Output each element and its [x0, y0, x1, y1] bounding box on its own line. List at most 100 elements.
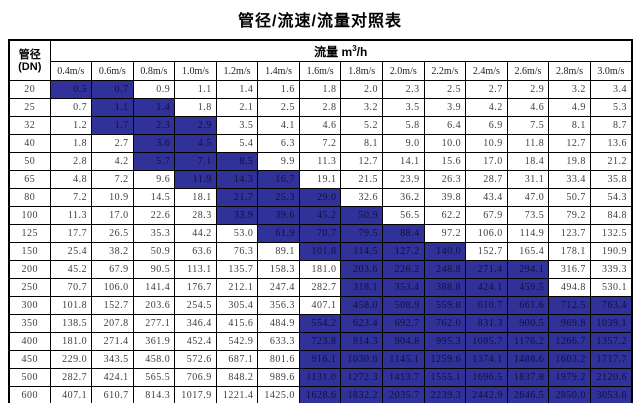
flow-value-cell: 484.9 — [257, 314, 300, 333]
flow-value-cell: 494.8 — [548, 278, 591, 297]
flow-value-cell: 916.1 — [298, 350, 342, 369]
flow-value-cell: 38.2 — [91, 242, 134, 261]
flow-value-cell: 4.8 — [49, 170, 93, 189]
flow-value-cell: 15.6 — [423, 152, 467, 171]
flow-value-cell: 8.1 — [548, 116, 591, 135]
flow-value-cell: 45.2 — [298, 206, 342, 225]
velocity-header: 1.4m/s — [257, 61, 300, 81]
flow-value-cell: 17.0 — [91, 206, 134, 225]
flow-value-cell: 2.3 — [132, 116, 176, 135]
flow-value-cell: 271.4 — [91, 332, 134, 351]
flow-value-cell: 554.2 — [298, 314, 342, 333]
flow-value-cell: 25.3 — [257, 188, 300, 207]
flow-value-cell: 1176.2 — [506, 332, 550, 351]
velocity-header: 1.8m/s — [340, 61, 383, 81]
flow-value-cell: 61.9 — [257, 224, 300, 243]
flow-value-cell: 12.7 — [340, 152, 383, 171]
flow-value-cell: 178.1 — [548, 242, 591, 261]
flow-value-cell: 1266.7 — [548, 332, 591, 351]
flow-value-cell: 45.2 — [49, 260, 93, 279]
flow-value-cell: 508.9 — [382, 296, 425, 315]
flow-value-cell: 67.9 — [465, 206, 508, 225]
flow-value-cell: 2442.9 — [465, 386, 508, 403]
velocity-header-row: 0.4m/s 0.6m/s 0.8m/s 1.0m/s 1.2m/s 1.4m/s 1.6m… — [9, 61, 633, 81]
table-body: 20 0.5 0.7 0.9 1.1 1.4 1.6 1.8 2.0 2.3 2.5 2.7 2.9 3.… — [8, 80, 633, 403]
flow-value-cell: 181.0 — [298, 260, 342, 279]
flow-value-cell: 7.2 — [298, 134, 342, 153]
flow-value-cell: 2239.3 — [423, 386, 467, 403]
flow-value-cell: 706.9 — [174, 368, 217, 387]
flow-value-cell: 21.5 — [340, 170, 383, 189]
flow-value-cell: 114.9 — [506, 224, 550, 243]
flow-value-cell: 14.1 — [382, 152, 425, 171]
flow-value-cell: 203.6 — [340, 260, 383, 279]
flow-value-cell: 2850.0 — [548, 386, 591, 403]
flow-value-cell: 79.2 — [548, 206, 591, 225]
flow-value-cell: 5.8 — [382, 116, 425, 135]
flow-value-cell: 271.4 — [465, 260, 508, 279]
dn-cell: 150 — [8, 242, 51, 261]
table-row: 100 11.3 17.0 22.6 28.3 33.9 39.6 45.2 50.9 56.5 6… — [8, 206, 633, 225]
flow-value-cell: 21.2 — [589, 152, 633, 171]
flow-value-cell: 9.6 — [132, 170, 176, 189]
flow-value-cell: 424.1 — [465, 278, 508, 297]
pipe-flow-table: 管径 (DN) 流量 m3/h 0.4m/s 0.6m/s 0.8m/s 1.0m/s… — [8, 39, 633, 403]
flow-value-cell: 1.8 — [49, 134, 93, 153]
velocity-header: 0.8m/s — [132, 61, 176, 81]
flow-value-cell: 1221.4 — [215, 386, 259, 403]
flow-value-cell: 212.1 — [215, 278, 259, 297]
flow-value-cell: 1628.6 — [298, 386, 342, 403]
flow-value-cell: 7.5 — [506, 116, 550, 135]
flow-value-cell: 7.1 — [174, 152, 217, 171]
flow-value-cell: 3.5 — [382, 98, 425, 117]
flow-value-cell: 458.0 — [132, 350, 176, 369]
flow-value-cell: 7.2 — [49, 188, 93, 207]
flow-value-cell: 282.7 — [298, 278, 342, 297]
flow-value-cell: 226.2 — [382, 260, 425, 279]
flow-value-cell: 141.4 — [132, 278, 176, 297]
flow-value-cell: 0.5 — [49, 80, 93, 99]
flow-value-cell: 106.0 — [91, 278, 134, 297]
flow-value-cell: 1.7 — [91, 116, 134, 135]
table-row: 32 1.2 1.7 2.3 2.9 3.5 4.1 4.6 5.2 5.8 6.4 6.9 7.5 8.… — [8, 116, 633, 135]
flow-value-cell: 6.3 — [257, 134, 300, 153]
flow-value-cell: 207.8 — [91, 314, 134, 333]
flow-value-cell: 101.8 — [49, 296, 93, 315]
page-title: 管径/流速/流量对照表 — [238, 13, 402, 30]
flow-value-cell: 26.5 — [91, 224, 134, 243]
flow-value-cell: 11.9 — [174, 170, 217, 189]
flow-value-cell: 316.7 — [548, 260, 591, 279]
flow-value-cell: 39.6 — [257, 206, 300, 225]
flow-value-cell: 1837.8 — [506, 368, 550, 387]
flow-value-cell: 623.4 — [340, 314, 383, 333]
flow-value-cell: 5.7 — [132, 152, 176, 171]
flow-value-cell: 2646.5 — [506, 386, 550, 403]
flow-value-cell: 14.5 — [132, 188, 176, 207]
table-row: 500 282.7 424.1 565.5 706.9 848.2 989.6 1131.0 1… — [8, 368, 633, 387]
flow-value-cell: 4.6 — [298, 116, 342, 135]
flow-value-cell: 127.2 — [382, 242, 425, 261]
flow-value-cell: 1832.2 — [340, 386, 383, 403]
flow-value-cell: 54.3 — [589, 188, 633, 207]
flow-value-cell: 661.6 — [506, 296, 550, 315]
table-row: 250 70.7 106.0 141.4 176.7 212.1 247.4 282.7 318… — [8, 278, 633, 297]
flow-value-cell: 113.1 — [174, 260, 217, 279]
flow-value-cell: 2035.7 — [382, 386, 425, 403]
flow-value-cell: 1.1 — [174, 80, 217, 99]
flow-value-cell: 2.5 — [423, 80, 467, 99]
flow-value-cell: 101.8 — [298, 242, 342, 261]
flow-value-cell: 2.5 — [257, 98, 300, 117]
flow-value-cell: 356.3 — [257, 296, 300, 315]
flow-value-cell: 339.3 — [589, 260, 633, 279]
table-row: 600 407.1 610.7 814.3 1017.9 1221.4 1425.0 1628… — [8, 386, 633, 403]
flow-value-cell: 158.3 — [257, 260, 300, 279]
flow-value-cell: 1.6 — [257, 80, 300, 99]
table-row: 450 229.0 343.5 458.0 572.6 687.1 801.6 916.1 10… — [8, 350, 633, 369]
flow-value-cell: 229.0 — [49, 350, 93, 369]
flow-value-cell: 10.9 — [465, 134, 508, 153]
velocity-header: 2.8m/s — [548, 61, 591, 81]
header-row-units: 管径 (DN) 流量 m3/h — [8, 39, 633, 81]
flow-value-cell: 0.7 — [91, 80, 134, 99]
flow-value-cell: 33.4 — [548, 170, 591, 189]
flow-value-cell: 1131.0 — [298, 368, 342, 387]
